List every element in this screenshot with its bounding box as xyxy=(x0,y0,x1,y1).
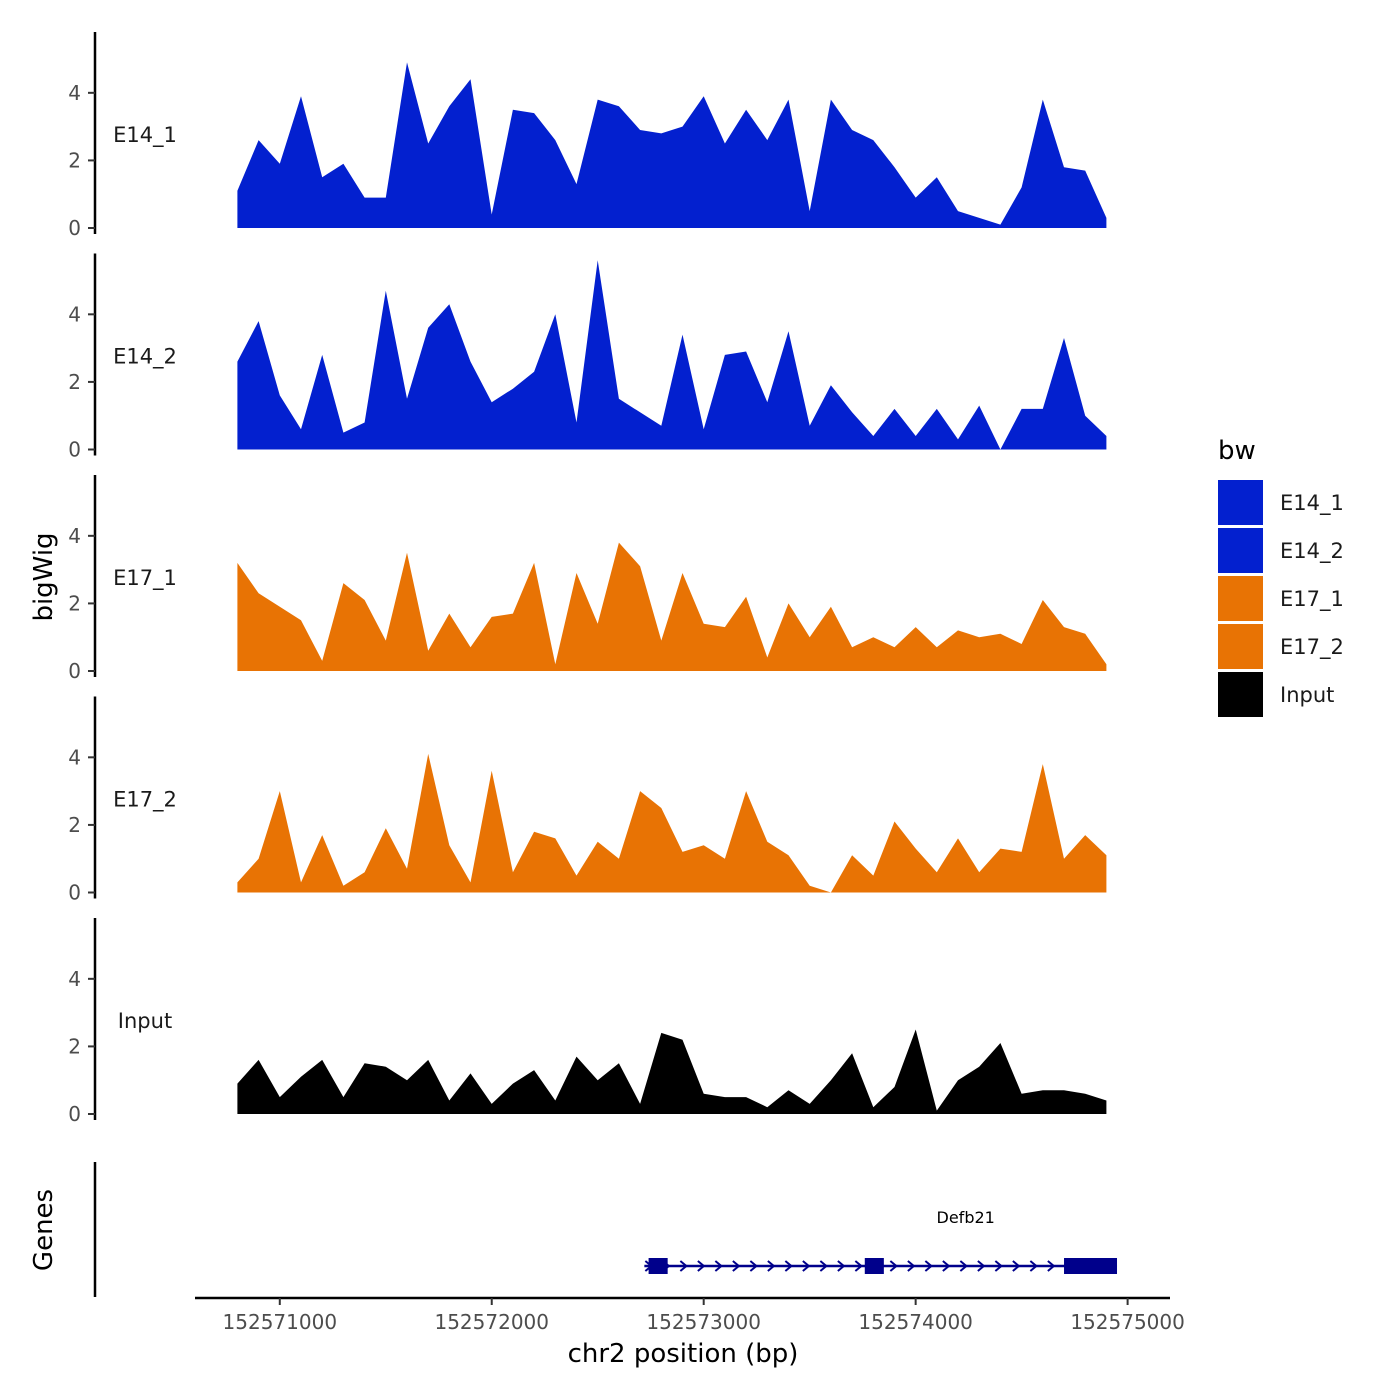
y-tick-label: 0 xyxy=(68,1102,81,1126)
legend-label: E14_1 xyxy=(1280,491,1344,516)
strand-arrow-icon xyxy=(854,1260,863,1272)
strand-arrow-icon xyxy=(784,1260,793,1272)
strand-arrow-icon xyxy=(802,1260,811,1272)
gene-model-defb21 xyxy=(644,1258,1118,1274)
y-tick-label: 4 xyxy=(68,745,81,769)
genes-panel: Defb21 Genes xyxy=(29,1162,1118,1297)
y-tick-label: 2 xyxy=(68,148,81,172)
gene-exon xyxy=(864,1258,884,1274)
strand-arrow-icon xyxy=(749,1260,758,1272)
gene-exon xyxy=(1064,1258,1118,1274)
coverage-area-e17-1 xyxy=(237,542,1107,671)
strand-arrow-icon xyxy=(819,1260,828,1272)
gene-name-label: Defb21 xyxy=(937,1208,995,1227)
strand-arrow-icon xyxy=(1029,1260,1038,1272)
legend: bw E14_1 E14_2 E17_1 E17_2 Input xyxy=(1218,436,1344,717)
y-tick-label: 4 xyxy=(68,524,81,548)
x-axis-ticks: 152571000 152572000 152573000 152574000 1525… xyxy=(223,1298,1185,1334)
y-tick-label: 2 xyxy=(68,370,81,394)
gene-exon xyxy=(648,1258,668,1274)
x-axis: 152571000 152572000 152573000 152574000 1525… xyxy=(195,1296,1185,1369)
strand-arrow-icon xyxy=(977,1260,986,1272)
legend-key xyxy=(1218,528,1263,573)
strand-arrow-icon xyxy=(889,1260,898,1272)
coverage-area-e14-1 xyxy=(237,62,1107,229)
legend-key xyxy=(1218,624,1263,669)
coverage-area-input xyxy=(237,1029,1107,1114)
y-tick-label: 0 xyxy=(68,216,81,240)
x-tick-label: 152574000 xyxy=(858,1310,973,1334)
legend-title: bw xyxy=(1218,436,1256,466)
legend-key xyxy=(1218,672,1263,717)
legend-label: E17_2 xyxy=(1280,635,1344,660)
strand-arrow-icon xyxy=(959,1260,968,1272)
y-tick-label: 2 xyxy=(68,813,81,837)
legend-label: E17_1 xyxy=(1280,587,1344,612)
y-tick-label: 2 xyxy=(68,591,81,615)
y-tick-label: 0 xyxy=(68,659,81,683)
track-e17-2: 0 2 4 E17_2 xyxy=(68,696,1107,905)
track-e14-1: 0 2 4 E14_1 xyxy=(68,32,1107,240)
x-tick-label: 152575000 xyxy=(1070,1310,1185,1334)
strand-arrow-icon xyxy=(837,1260,846,1272)
strand-arrow-icon xyxy=(907,1260,916,1272)
x-tick-label: 152572000 xyxy=(434,1310,549,1334)
y-axis-title: bigWig xyxy=(29,532,59,621)
y-tick-label: 0 xyxy=(68,881,81,905)
legend-key xyxy=(1218,576,1263,621)
track-label-input: Input xyxy=(118,1009,172,1033)
track-label-e14-1: E14_1 xyxy=(113,123,177,148)
x-tick-label: 152571000 xyxy=(223,1310,338,1334)
x-tick-label: 152573000 xyxy=(646,1310,761,1334)
strand-arrow-icon xyxy=(942,1260,951,1272)
y-tick-label: 4 xyxy=(68,302,81,326)
y-tick-label: 4 xyxy=(68,81,81,105)
strand-arrow-icon xyxy=(714,1260,723,1272)
strand-arrow-icon xyxy=(697,1260,706,1272)
legend-label: E14_2 xyxy=(1280,539,1344,564)
track-label-e17-2: E17_2 xyxy=(113,788,177,813)
strand-arrow-icon xyxy=(994,1260,1003,1272)
coverage-area-e17-2 xyxy=(237,753,1107,893)
genes-panel-title: Genes xyxy=(29,1189,59,1271)
y-tick-label: 0 xyxy=(68,438,81,462)
coverage-area-e14-2 xyxy=(237,260,1107,450)
strand-arrow-icon xyxy=(1047,1260,1056,1272)
track-input: 0 2 4 Input xyxy=(68,918,1107,1126)
strand-arrow-icon xyxy=(924,1260,933,1272)
y-tick-label: 2 xyxy=(68,1034,81,1058)
track-e17-1: 0 2 4 E17_1 xyxy=(68,475,1107,683)
track-label-e17-1: E17_1 xyxy=(113,566,177,591)
coverage-tracks: 0 2 4 E14_1 0 2 4 E14_2 0 2 4 E17_1 0 2 4 E17_2 0 2 4 Input xyxy=(68,32,1107,1126)
track-label-e14-2: E14_2 xyxy=(113,345,177,370)
strand-arrow-icon xyxy=(679,1260,688,1272)
x-axis-title: chr2 position (bp) xyxy=(568,1339,799,1369)
track-e14-2: 0 2 4 E14_2 xyxy=(68,253,1107,462)
strand-arrow-icon xyxy=(732,1260,741,1272)
legend-items: E14_1 E14_2 E17_1 E17_2 Input xyxy=(1218,480,1344,717)
y-tick-label: 4 xyxy=(68,967,81,991)
legend-key xyxy=(1218,480,1263,525)
strand-arrow-icon xyxy=(1012,1260,1021,1272)
strand-arrow-icon xyxy=(767,1260,776,1272)
legend-label: Input xyxy=(1280,683,1334,707)
